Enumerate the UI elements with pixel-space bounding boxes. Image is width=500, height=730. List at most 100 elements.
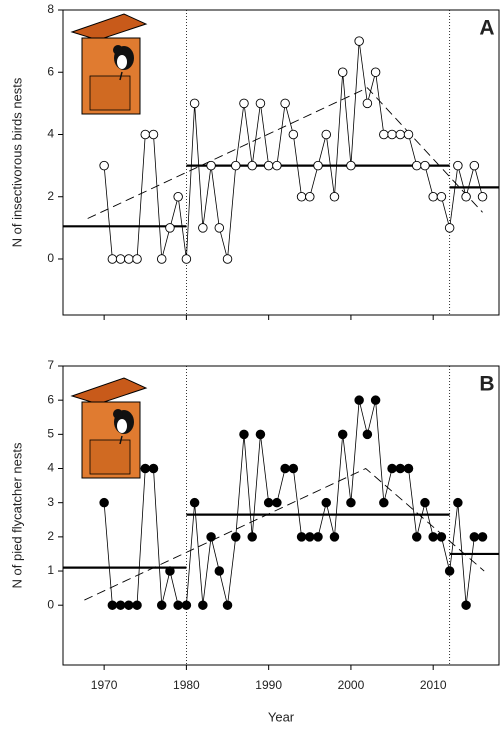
data-point	[354, 36, 364, 46]
data-point	[403, 129, 414, 140]
data-point	[411, 532, 422, 542]
data-point	[107, 254, 118, 264]
data-point	[148, 129, 159, 140]
data-point	[444, 223, 455, 233]
y-tick-label: 4	[47, 127, 54, 141]
data-point	[395, 463, 406, 474]
data-point	[222, 600, 233, 610]
data-point	[189, 497, 200, 508]
y-tick-label: 6	[47, 64, 54, 78]
panel-label: B	[479, 373, 494, 396]
data-point	[436, 191, 447, 202]
data-point	[280, 463, 290, 474]
data-point	[337, 67, 348, 77]
x-tick-label: 1980	[173, 678, 200, 692]
data-point	[214, 566, 225, 576]
data-point	[453, 497, 463, 508]
data-point	[395, 129, 406, 140]
data-point	[263, 497, 274, 508]
y-tick-label: 5	[47, 427, 54, 441]
data-point	[461, 600, 471, 610]
data-point	[99, 497, 109, 508]
data-point	[288, 129, 299, 140]
data-point	[469, 532, 480, 542]
data-point	[428, 532, 438, 542]
data-point	[255, 429, 266, 440]
data-point	[99, 160, 109, 171]
data-point	[148, 463, 159, 474]
data-point	[346, 160, 356, 171]
data-point	[124, 254, 134, 264]
data-point	[321, 129, 331, 140]
data-point	[305, 191, 315, 202]
trend-line	[87, 87, 483, 219]
x-tick-label: 1990	[255, 678, 282, 692]
data-point	[329, 191, 340, 202]
y-tick-label: 1	[47, 563, 54, 577]
data-point	[107, 600, 118, 610]
data-point	[165, 566, 175, 576]
trend-line	[84, 467, 485, 601]
data-point	[263, 160, 274, 171]
data-point	[387, 463, 397, 474]
data-point	[132, 600, 142, 610]
data-point	[337, 429, 348, 440]
data-point	[313, 532, 323, 542]
x-axis-label: Year	[268, 709, 295, 724]
data-point	[469, 160, 480, 171]
data-point	[124, 600, 134, 610]
data-point	[206, 160, 216, 171]
data-point	[206, 532, 216, 542]
data-point	[453, 160, 463, 171]
data-point	[198, 600, 208, 610]
data-point	[231, 532, 241, 542]
x-tick-label: 2010	[420, 678, 447, 692]
data-point	[403, 463, 414, 474]
data-point	[280, 98, 290, 109]
data-point	[436, 532, 447, 542]
birdhouse-icon	[70, 377, 148, 479]
data-point	[354, 395, 364, 405]
data-point	[198, 223, 208, 233]
data-point	[239, 429, 249, 440]
data-point	[477, 191, 488, 202]
data-point	[222, 254, 233, 264]
data-point	[115, 600, 126, 610]
y-tick-label: 0	[47, 597, 54, 611]
data-point	[156, 600, 167, 610]
plot-frame	[62, 365, 500, 666]
data-point	[321, 497, 331, 508]
data-point	[272, 497, 282, 508]
data-point	[189, 98, 200, 109]
data-point	[156, 254, 167, 264]
data-point	[428, 191, 438, 202]
data-point	[165, 223, 175, 233]
data-point	[411, 160, 422, 171]
y-tick-label: 8	[47, 2, 54, 16]
data-point	[140, 129, 151, 140]
plot-frame	[62, 9, 500, 316]
data-point	[379, 497, 389, 508]
data-point	[140, 463, 151, 474]
data-point	[461, 191, 471, 202]
data-point	[370, 67, 381, 77]
y-tick-label: 4	[47, 461, 54, 475]
y-tick-label: 3	[47, 495, 54, 509]
y-tick-label: 6	[47, 392, 54, 406]
y-tick-label: 7	[47, 358, 54, 372]
data-point	[247, 160, 257, 171]
data-point	[296, 532, 307, 542]
data-point	[362, 98, 373, 109]
data-point	[231, 160, 241, 171]
data-point	[255, 98, 266, 109]
data-point	[173, 600, 183, 610]
data-point	[477, 532, 488, 542]
birdhouse-icon	[70, 13, 148, 115]
data-point	[329, 532, 340, 542]
data-point	[181, 254, 192, 264]
data-point	[181, 600, 192, 610]
x-tick-label: 1970	[91, 678, 118, 692]
data-point	[173, 191, 183, 202]
panel-label: A	[479, 17, 494, 40]
